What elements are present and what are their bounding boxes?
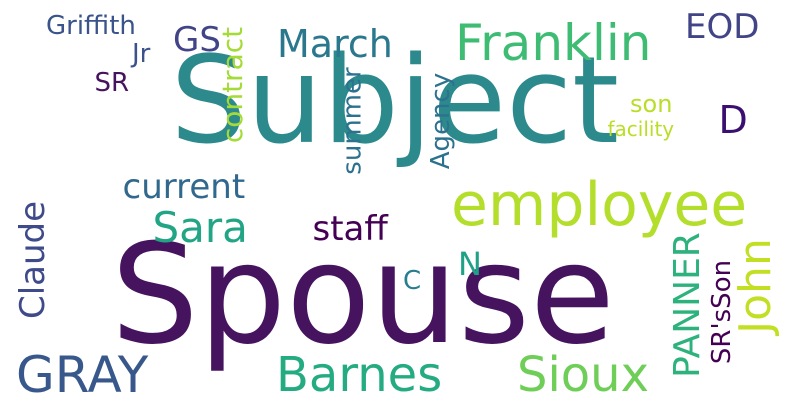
- word-sara: Sara: [152, 203, 248, 252]
- word-summer: summer: [337, 67, 368, 175]
- word-sr: SR: [94, 68, 130, 98]
- word-john: John: [729, 238, 781, 334]
- word-d: D: [718, 98, 748, 142]
- word-current: current: [122, 167, 246, 207]
- word-griffith: Griffith: [46, 11, 136, 41]
- word-contract: contract: [216, 26, 250, 144]
- word-n: N: [458, 245, 482, 283]
- word-subject: Subject: [170, 32, 620, 171]
- word-spouse: Spouse: [111, 214, 615, 375]
- word-employee: employee: [451, 170, 748, 240]
- word-jr: Jr: [132, 39, 151, 69]
- word-son: son: [630, 90, 673, 118]
- word-gs: GS: [173, 20, 221, 60]
- word-panner: PANNER: [666, 232, 708, 378]
- word-srsson: SR'sSon: [707, 259, 738, 365]
- word-eod: EOD: [685, 7, 760, 47]
- word-staff: staff: [312, 209, 388, 249]
- word-march: March: [277, 22, 393, 66]
- word-c: C: [403, 266, 422, 296]
- word-gray: GRAY: [16, 346, 149, 404]
- word-facility: facility: [607, 117, 675, 141]
- word-claude: Claude: [13, 200, 54, 320]
- word-franklin: Franklin: [455, 14, 652, 72]
- word-barnes: Barnes: [276, 347, 443, 403]
- word-agency: Agency: [426, 72, 457, 170]
- word-sioux: Sioux: [517, 347, 649, 403]
